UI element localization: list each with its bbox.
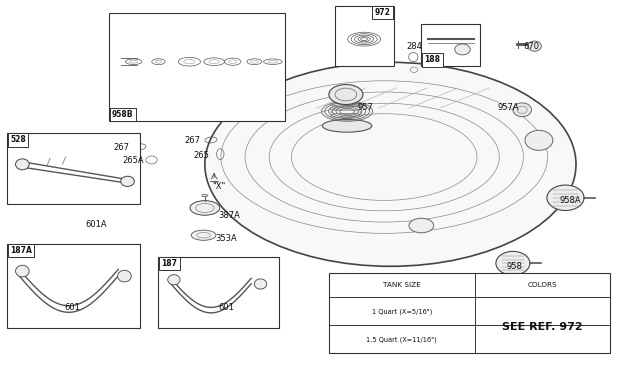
Text: 387A: 387A <box>219 211 241 220</box>
Ellipse shape <box>202 195 208 197</box>
Ellipse shape <box>322 119 372 132</box>
Ellipse shape <box>191 230 216 240</box>
Bar <box>422 24 480 66</box>
Ellipse shape <box>547 185 584 211</box>
Ellipse shape <box>118 270 131 282</box>
Text: COLORS: COLORS <box>528 283 557 288</box>
Ellipse shape <box>454 44 470 55</box>
Ellipse shape <box>16 265 29 277</box>
Bar <box>329 273 610 353</box>
Text: 670: 670 <box>523 42 539 51</box>
Text: 353A: 353A <box>216 234 237 243</box>
Ellipse shape <box>409 218 434 233</box>
Text: 187: 187 <box>162 259 177 268</box>
Ellipse shape <box>16 159 29 170</box>
Text: 601: 601 <box>64 303 80 312</box>
Text: 957A: 957A <box>497 103 519 112</box>
Bar <box>335 6 394 66</box>
Ellipse shape <box>121 176 135 187</box>
Ellipse shape <box>168 274 180 285</box>
Text: 267: 267 <box>113 143 130 153</box>
Text: 958B: 958B <box>112 110 133 119</box>
Text: 265: 265 <box>194 151 210 160</box>
Ellipse shape <box>254 279 267 289</box>
Text: 267: 267 <box>185 136 200 145</box>
Bar <box>7 244 140 328</box>
Ellipse shape <box>190 201 219 215</box>
Text: 528: 528 <box>10 135 25 144</box>
Text: 188: 188 <box>425 55 440 64</box>
Text: 187A: 187A <box>10 246 32 255</box>
Text: 284: 284 <box>406 42 422 51</box>
Text: eReplacementParts.com: eReplacementParts.com <box>246 177 374 188</box>
Text: 957: 957 <box>358 103 374 112</box>
Ellipse shape <box>528 41 541 51</box>
Bar <box>7 134 140 204</box>
Ellipse shape <box>496 251 530 275</box>
Text: 958: 958 <box>506 262 522 270</box>
Text: "X": "X" <box>212 182 225 191</box>
Text: 958A: 958A <box>559 196 580 205</box>
Ellipse shape <box>205 62 576 266</box>
Text: 1.5 Quart (X=11/16"): 1.5 Quart (X=11/16") <box>366 336 437 343</box>
Text: 972: 972 <box>374 8 391 17</box>
Bar <box>159 257 279 328</box>
Text: 601A: 601A <box>86 220 107 229</box>
Text: 265A: 265A <box>123 156 144 165</box>
Bar <box>109 14 285 121</box>
Text: 601: 601 <box>219 303 234 312</box>
Ellipse shape <box>525 130 553 150</box>
Text: TANK SIZE: TANK SIZE <box>383 283 420 288</box>
Ellipse shape <box>510 276 521 283</box>
Ellipse shape <box>513 103 531 117</box>
Text: 1 Quart (X=5/16"): 1 Quart (X=5/16") <box>371 308 432 315</box>
Ellipse shape <box>329 85 363 104</box>
Text: SEE REF. 972: SEE REF. 972 <box>502 322 583 332</box>
